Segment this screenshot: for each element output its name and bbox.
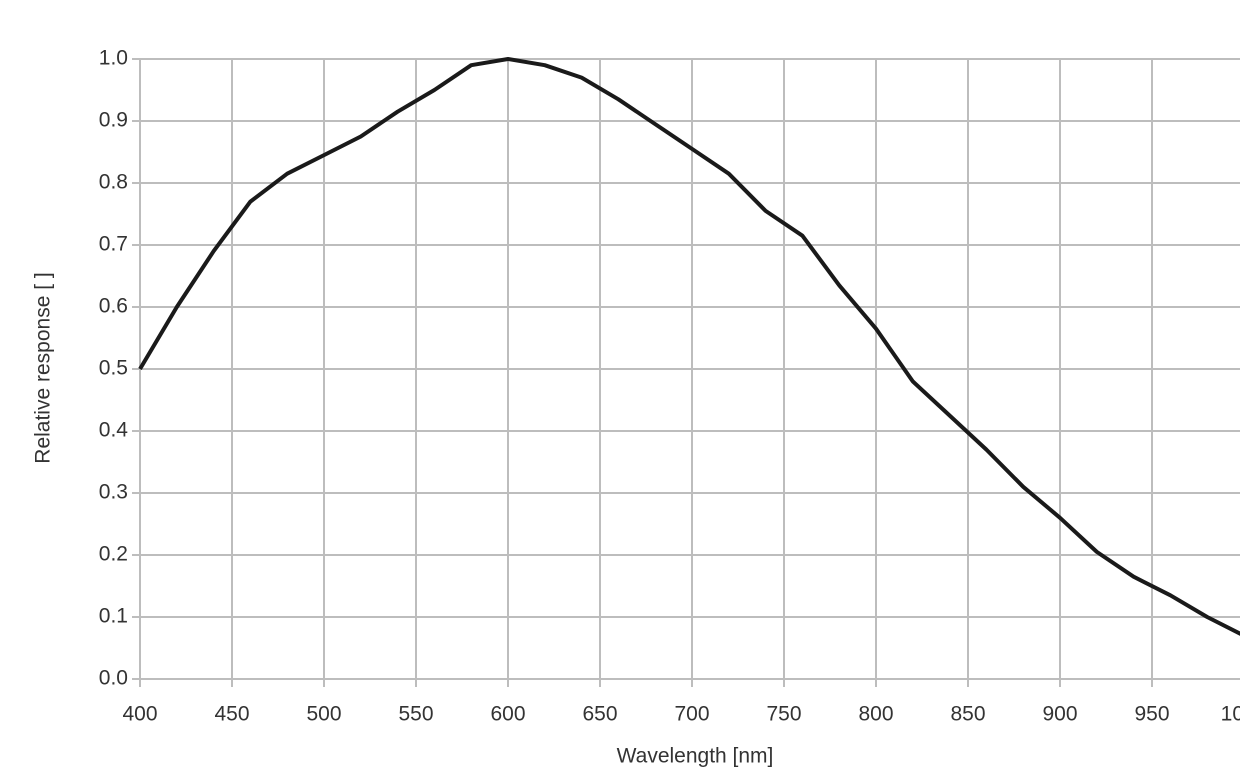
y-tick-label: 0.8 (99, 171, 128, 194)
y-tick-label: 0.2 (99, 543, 128, 566)
y-tick-label: 1.0 (99, 47, 128, 70)
data-line (138, 57, 1240, 636)
x-tick-label: 850 (950, 703, 985, 726)
x-tick-label: 950 (1134, 703, 1169, 726)
x-tick-label: 800 (858, 703, 893, 726)
x-tick-label: 550 (398, 703, 433, 726)
x-tick-label: 1000 (1221, 703, 1240, 726)
y-tick-label: 0.5 (99, 357, 128, 380)
x-tick-label: 600 (490, 703, 525, 726)
y-tick-label: 0.1 (99, 605, 128, 628)
y-tick-label: 0.7 (99, 233, 128, 256)
x-tick-label: 400 (122, 703, 157, 726)
x-tick-label: 500 (306, 703, 341, 726)
y-tick-label: 0.9 (99, 109, 128, 132)
x-tick-label: 650 (582, 703, 617, 726)
x-tick-label: 700 (674, 703, 709, 726)
x-tick-label: 450 (214, 703, 249, 726)
y-tick-label: 0.4 (99, 419, 129, 442)
x-tick-label: 750 (766, 703, 801, 726)
x-tick-label: 900 (1042, 703, 1077, 726)
y-tick-label: 0.6 (99, 295, 128, 318)
x-axis-label: Wavelength [nm] (617, 745, 774, 768)
y-axis-label: Relative response [ ] (32, 272, 55, 463)
y-tick-label: 0.3 (99, 481, 128, 504)
y-tick-label: 0.0 (99, 667, 128, 690)
